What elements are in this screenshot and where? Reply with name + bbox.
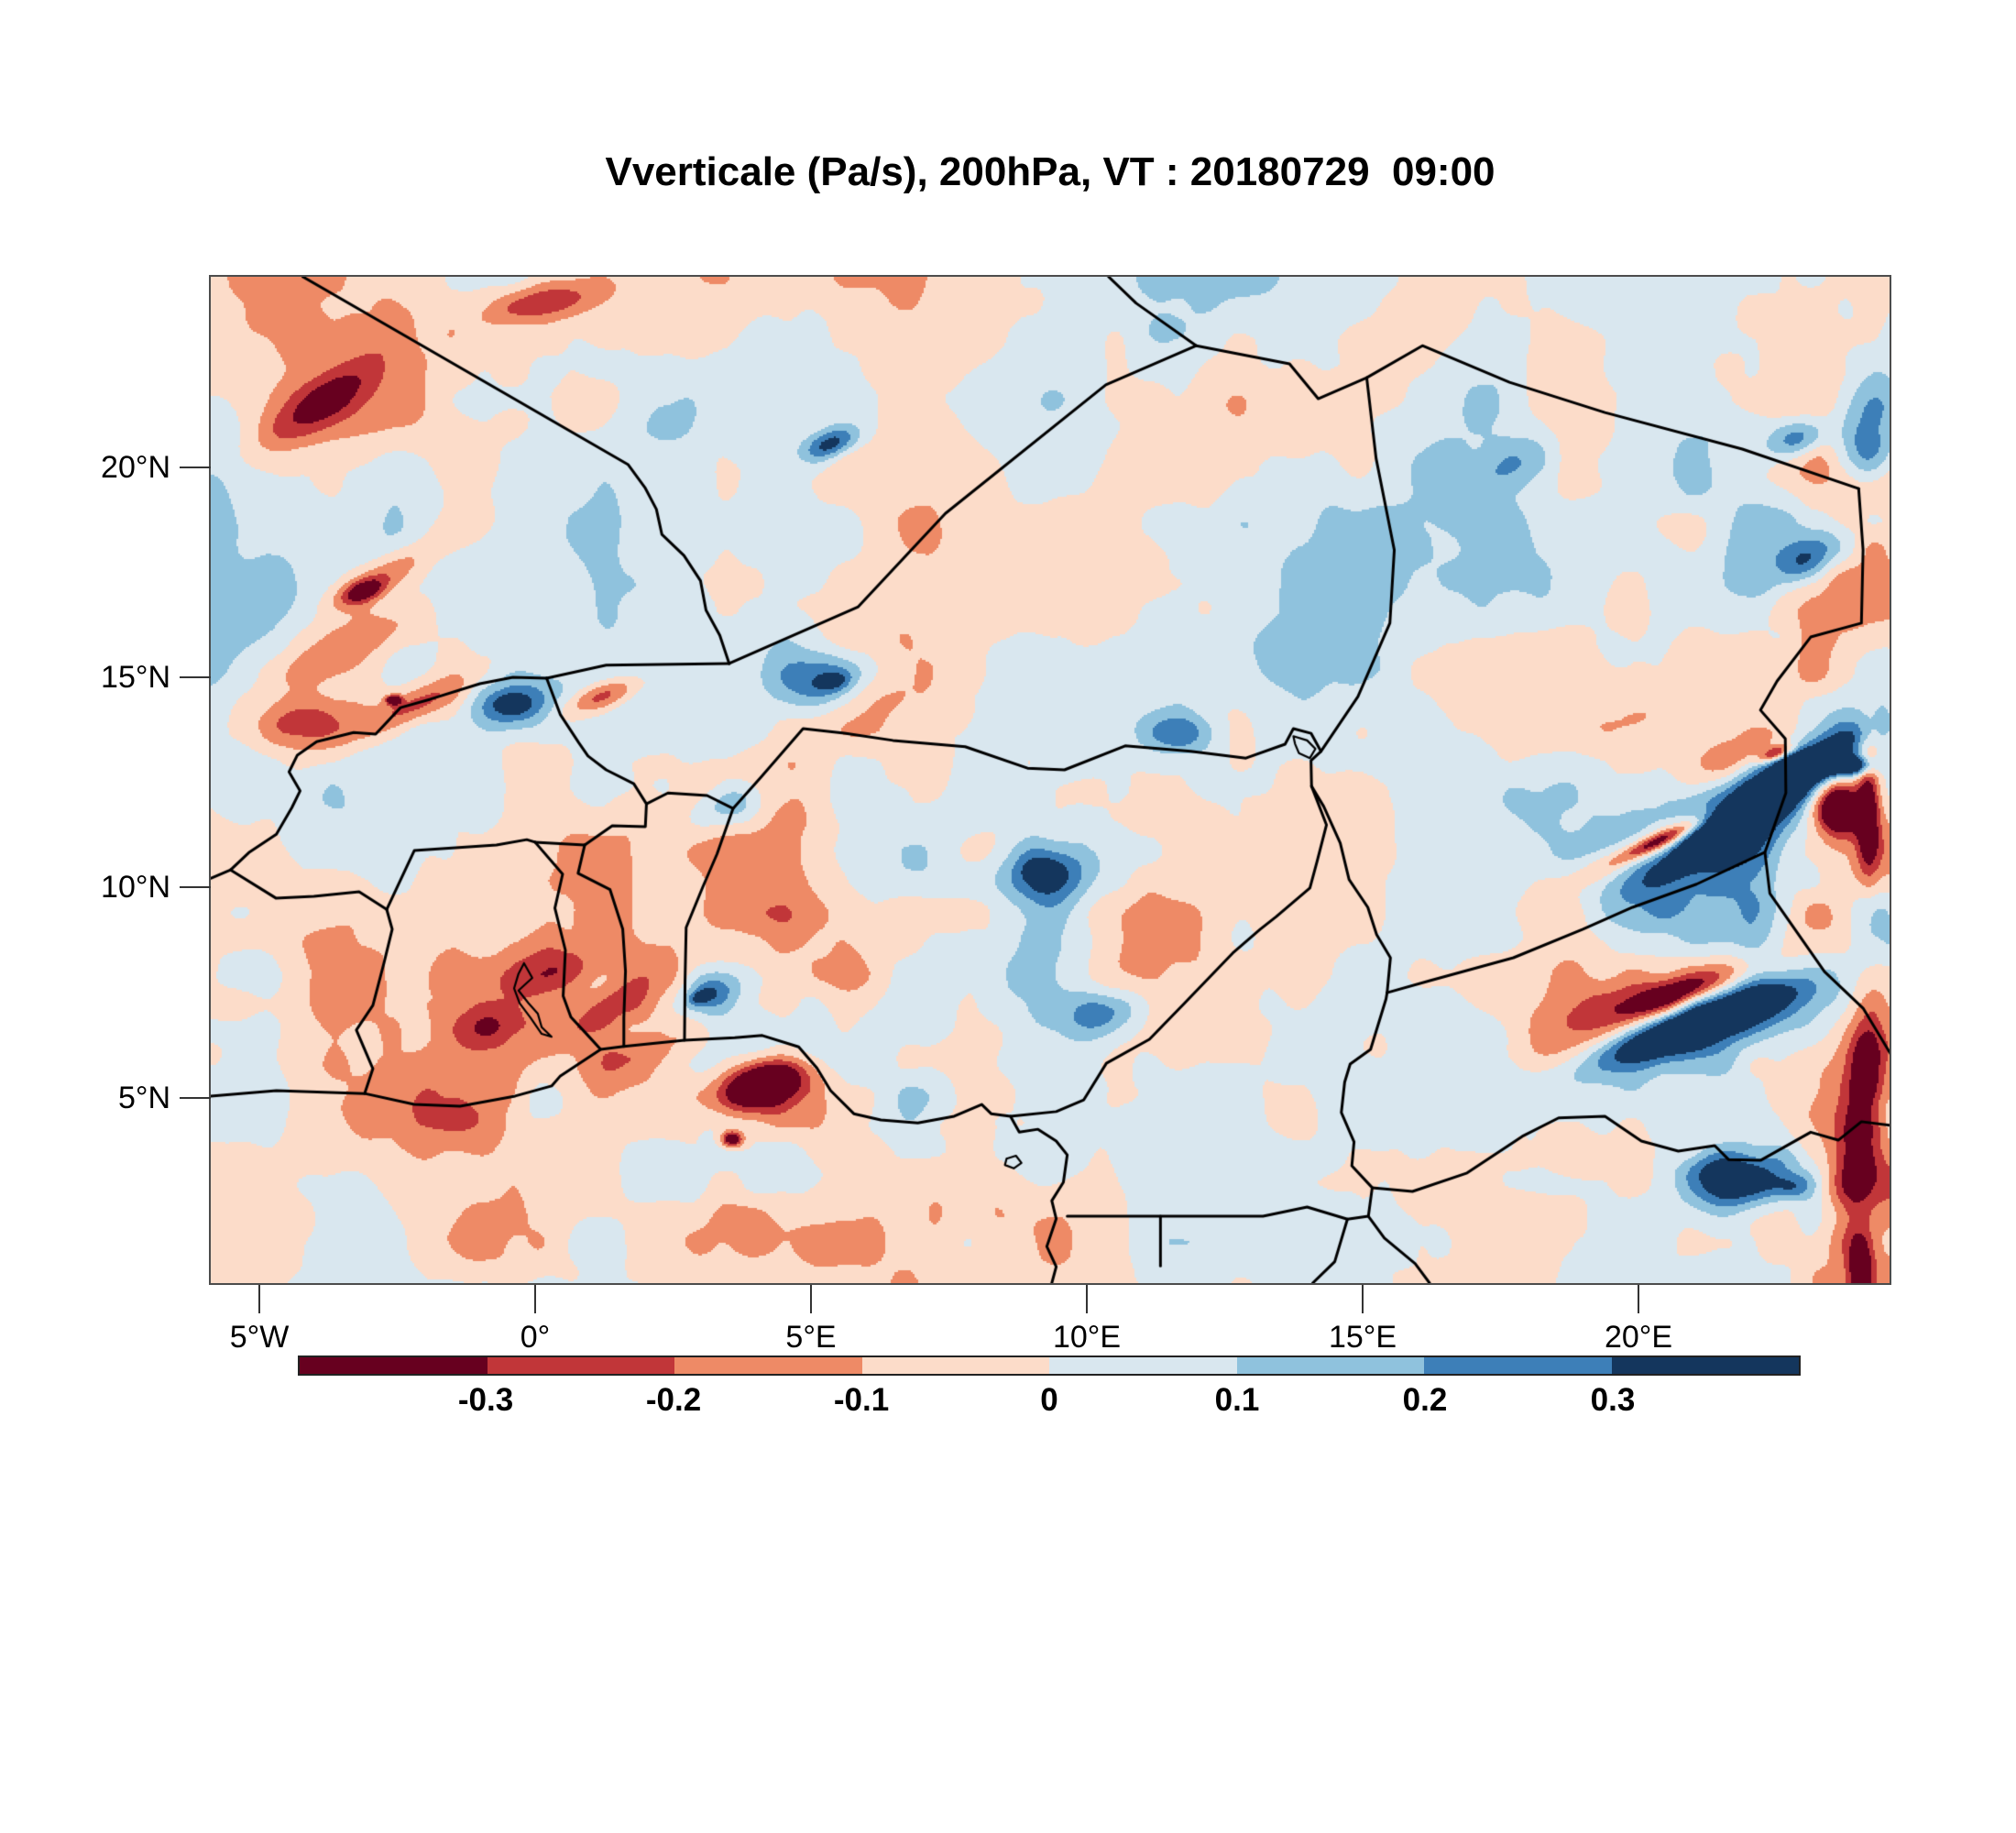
y-tick-line	[180, 886, 211, 888]
colorbar-segment	[1049, 1357, 1237, 1374]
x-tick-label: 5°E	[785, 1320, 837, 1355]
y-tick-line	[180, 676, 211, 678]
map-panel	[209, 275, 1891, 1285]
colorbar-segment	[487, 1357, 674, 1374]
colorbar-segment	[1611, 1357, 1799, 1374]
chart-title: Vverticale (Pa/s), 200hPa, VT : 20180729…	[605, 149, 1496, 194]
x-tick-label: 0°	[520, 1320, 551, 1355]
colorbar	[298, 1356, 1801, 1376]
x-tick-label: 10°E	[1052, 1320, 1122, 1355]
y-tick-label: 20°N	[101, 450, 170, 485]
y-tick-line	[180, 466, 211, 468]
colorbar-tick-label: -0.2	[645, 1382, 702, 1418]
colorbar-tick-label: 0.1	[1214, 1382, 1260, 1418]
colorbar-segment	[1236, 1357, 1424, 1374]
y-tick-label: 10°N	[101, 870, 170, 905]
colorbar-segment	[861, 1357, 1049, 1374]
x-tick-line	[534, 1285, 536, 1313]
x-tick-line	[258, 1285, 260, 1313]
colorbar-tick-label: 0.2	[1402, 1382, 1448, 1418]
colorbar-segment	[300, 1357, 488, 1374]
y-tick-line	[180, 1097, 211, 1099]
x-tick-line	[810, 1285, 812, 1313]
colorbar-segment	[1424, 1357, 1612, 1374]
x-tick-line	[1638, 1285, 1639, 1313]
colorbar-tick-label: 0	[1040, 1382, 1058, 1418]
y-tick-label: 5°N	[117, 1081, 170, 1115]
map-canvas	[211, 277, 1890, 1283]
colorbar-tick-label: -0.3	[457, 1382, 514, 1418]
x-tick-label: 15°E	[1328, 1320, 1397, 1355]
colorbar-tick-label: 0.3	[1590, 1382, 1636, 1418]
y-tick-label: 15°N	[101, 660, 170, 695]
x-tick-label: 5°W	[229, 1320, 290, 1355]
x-tick-line	[1362, 1285, 1364, 1313]
colorbar-segment	[674, 1357, 862, 1374]
colorbar-tick-label: -0.1	[833, 1382, 890, 1418]
x-tick-label: 20°E	[1604, 1320, 1673, 1355]
x-tick-line	[1086, 1285, 1088, 1313]
